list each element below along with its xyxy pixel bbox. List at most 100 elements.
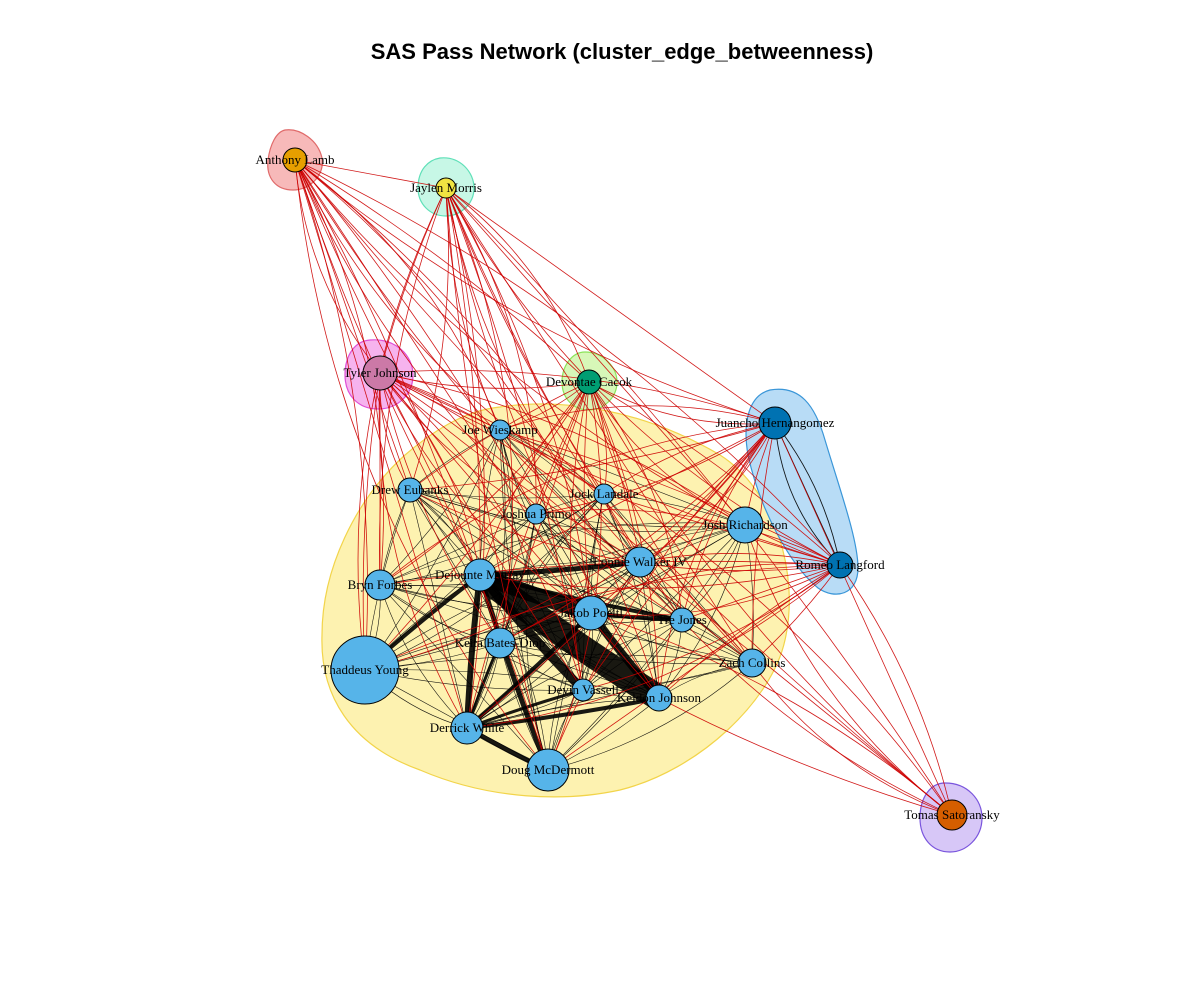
edge-inter [658, 564, 841, 699]
edge-inter [445, 187, 841, 566]
edge-inter [364, 422, 776, 671]
edge-intra [535, 513, 683, 621]
node-label-josh_r: Josh Richardson [702, 517, 788, 532]
edge-inter [445, 187, 746, 526]
edge-inter [658, 422, 776, 699]
node-jaylen_morris [435, 177, 457, 199]
edge-intra [499, 429, 641, 563]
edge-intra [364, 429, 501, 671]
edge-inter [499, 422, 776, 644]
nodes [282, 147, 968, 831]
edge-intra [364, 524, 746, 671]
edge-intra [409, 489, 605, 499]
node-zach_c [737, 648, 767, 678]
edge-inter [445, 187, 776, 424]
node-label-juancho: Juancho Hernangomez [716, 415, 835, 430]
edge-inter [570, 381, 590, 691]
edge-inter [294, 159, 537, 515]
edge-intra [466, 662, 753, 729]
edge-inter [603, 422, 776, 495]
edge-inter [445, 187, 660, 699]
edge-inter [839, 564, 953, 816]
edge-inter [445, 187, 590, 383]
edge-inter [379, 422, 776, 586]
edge-inter [379, 372, 537, 515]
node-label-zach_c: Zach Collins [719, 655, 786, 670]
edge-intra [466, 561, 641, 729]
edge-inter [681, 564, 841, 621]
edge-intra [547, 524, 746, 771]
edge-inter [379, 372, 501, 644]
edge-inter [445, 187, 592, 614]
edge-intra [547, 619, 683, 771]
node-jakob_p [573, 595, 609, 631]
edge-inter [409, 489, 841, 572]
edge-intra [499, 493, 605, 644]
edge-inter [379, 560, 841, 586]
node-label-tyler_johnson: Tyler Johnson [343, 365, 417, 380]
edge-inter [445, 187, 537, 515]
node-label-tre_j: Tre Jones [657, 612, 707, 627]
node-label-joshua_p: Joshua Primo [501, 506, 571, 521]
edge-inter [379, 372, 584, 691]
edge-inter [582, 564, 841, 691]
edge-heavy [476, 572, 587, 694]
edge-inter [535, 381, 590, 515]
edge-intra [479, 493, 605, 576]
edge-intra [603, 493, 660, 699]
edge-inter [445, 187, 513, 644]
node-drew_e [397, 477, 423, 503]
node-juancho [758, 406, 792, 440]
edge-inter [445, 187, 584, 691]
node-keita_b [484, 627, 516, 659]
node-label-anthony_lamb: Anthony Lamb [255, 152, 334, 167]
edge-inter [751, 564, 841, 664]
edge-inter [466, 564, 841, 729]
edge-intra [379, 584, 584, 691]
edge-inter [294, 159, 776, 424]
edge-inter [379, 372, 641, 563]
node-joe_w [489, 419, 511, 441]
edge-inter [744, 524, 953, 816]
node-label-jaylen_morris: Jaylen Morris [410, 180, 482, 195]
node-josh_r [726, 506, 764, 544]
node-devin_v [571, 678, 595, 702]
edge-inter [379, 372, 660, 699]
edge-inter [294, 159, 447, 189]
edge-inter [547, 381, 602, 771]
edge-inter [379, 372, 746, 526]
edge-inter [294, 159, 549, 771]
node-label-jock_l: Jock Landale [570, 486, 639, 501]
node-lonnie_w [624, 546, 656, 578]
edge-inter [590, 612, 953, 816]
node-doug_m [526, 748, 570, 792]
node-label-derrick_w: Derrick White [430, 720, 505, 735]
edge-inter [588, 381, 660, 699]
edge-inter [499, 563, 841, 644]
edge-inter [774, 422, 953, 816]
node-romeo [826, 551, 854, 579]
edge-intra [582, 662, 753, 691]
edge-inter [583, 381, 592, 614]
edge-inter [379, 372, 592, 614]
node-label-devontae_cacok: Devontae Cacok [546, 374, 633, 389]
edge-inter [603, 493, 841, 566]
edge-inter [588, 381, 641, 563]
node-label-bryn_f: Bryn Forbes [348, 577, 413, 592]
node-label-doug_m: Doug McDermott [502, 762, 595, 777]
edge-inter [588, 381, 683, 621]
edge-intra [499, 429, 683, 621]
edge-inter [445, 187, 953, 816]
edge-inter [535, 509, 841, 566]
edge-inter [658, 697, 953, 816]
edge-inter [294, 159, 468, 729]
edge-inter [294, 159, 746, 526]
edge-inter [547, 564, 841, 771]
edge-inter [751, 422, 776, 664]
edge-inter [378, 372, 468, 729]
node-label-drew_e: Drew Eubanks [372, 482, 449, 497]
edge-inter [364, 381, 590, 671]
node-tomas [936, 799, 968, 831]
edge-intra [409, 489, 537, 515]
